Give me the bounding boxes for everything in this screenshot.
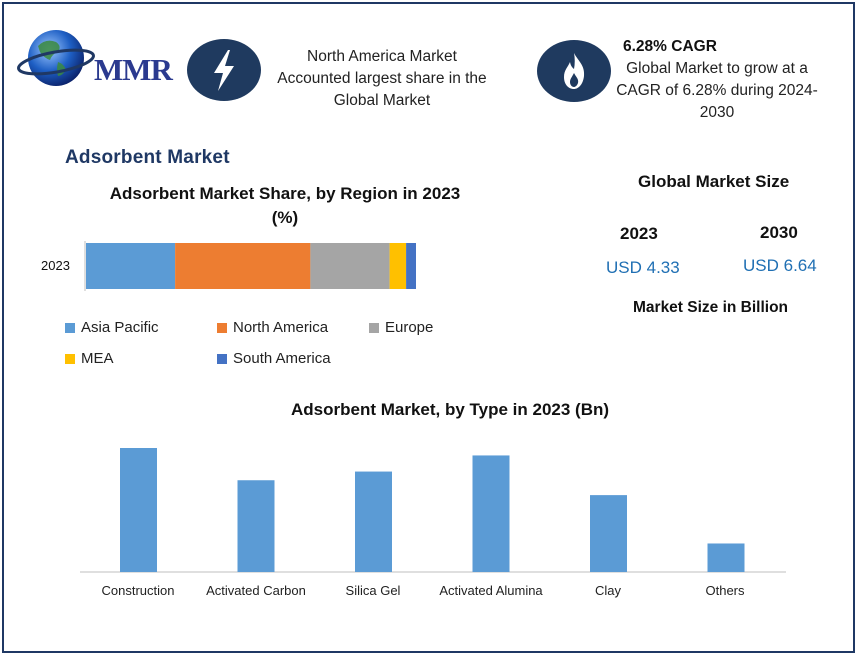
brand-name: MMR: [94, 52, 173, 87]
bar-activated-alumina: [472, 455, 510, 572]
year-2023: 2023: [620, 224, 658, 243]
region-segment-mea: [389, 243, 407, 289]
highlight-line: 2030: [699, 104, 735, 121]
value-2030: USD 6.64: [743, 256, 817, 275]
region-segment-north-america: [175, 243, 311, 289]
highlight-line: North America Market: [307, 48, 457, 65]
region-segment-asia-pacific: [86, 243, 176, 289]
legend-label: South America: [233, 350, 331, 367]
legend-north-america: North America: [217, 319, 328, 336]
highlight-line: Accounted largest share in the: [277, 70, 487, 87]
legend-asia-pacific: Asia Pacific: [65, 319, 159, 336]
highlight-line: Global Market to grow at a: [626, 60, 808, 77]
region-segment-europe: [310, 243, 390, 289]
category-label: Clay: [594, 583, 621, 598]
brand-logo: MMR: [16, 22, 173, 94]
highlight-line: Global Market: [333, 92, 431, 109]
cagr-title: 6.28% CAGR: [623, 38, 717, 55]
highlight-line: CAGR of 6.28% during 2024-: [616, 82, 818, 99]
globe-icon: [17, 30, 95, 86]
legend-label: Asia Pacific: [81, 319, 159, 336]
bar-construction: [120, 448, 157, 572]
legend-south-america: South America: [217, 350, 331, 367]
bar-clay: [590, 495, 627, 572]
legend-swatch: [65, 353, 75, 364]
legend-swatch: [65, 322, 75, 333]
bar-activated-carbon: [237, 480, 275, 572]
legend-label: North America: [233, 319, 329, 336]
legend-swatch: [217, 353, 227, 364]
flame-icon: [564, 53, 585, 89]
bar-others: [707, 543, 745, 572]
region-chart-title: Adsorbent Market Share, by Region in 202…: [109, 184, 461, 227]
type-chart-title: Adsorbent Market, by Type in 2023 (Bn): [290, 400, 610, 419]
market-size-unit: Market Size in Billion: [633, 299, 789, 316]
region-segment-south-america: [406, 243, 416, 289]
category-label: Others: [705, 583, 745, 598]
legend-europe: Europe: [369, 319, 433, 336]
legend-swatch: [369, 322, 379, 333]
category-label: Activated Carbon: [206, 583, 306, 598]
outer-frame: [2, 2, 855, 653]
legend-label: Europe: [385, 319, 434, 336]
region-stacked-bar: [84, 241, 416, 291]
section-title: Adsorbent Market: [65, 147, 230, 168]
category-label: Silica Gel: [345, 583, 401, 598]
bar-silica-gel: [355, 471, 392, 572]
lightning-icon: [214, 50, 234, 91]
lightning-badge: [187, 39, 261, 101]
region-axis-label: 2023: [41, 258, 70, 273]
year-2030: 2030: [760, 223, 798, 242]
legend-swatch: [217, 322, 227, 333]
value-2023: USD 4.33: [606, 258, 680, 277]
highlight-cagr: Global Market to grow at a CAGR of 6.28%…: [608, 58, 826, 124]
category-label: Construction: [101, 583, 175, 598]
type-bar-chart: [80, 448, 786, 573]
legend-label: MEA: [81, 350, 114, 367]
highlight-north-america: North America Market Accounted largest s…: [262, 46, 502, 112]
category-label: Activated Alumina: [439, 583, 543, 598]
flame-badge: [537, 40, 611, 102]
legend-mea: MEA: [65, 350, 114, 367]
market-size-title: Global Market Size: [638, 172, 790, 191]
